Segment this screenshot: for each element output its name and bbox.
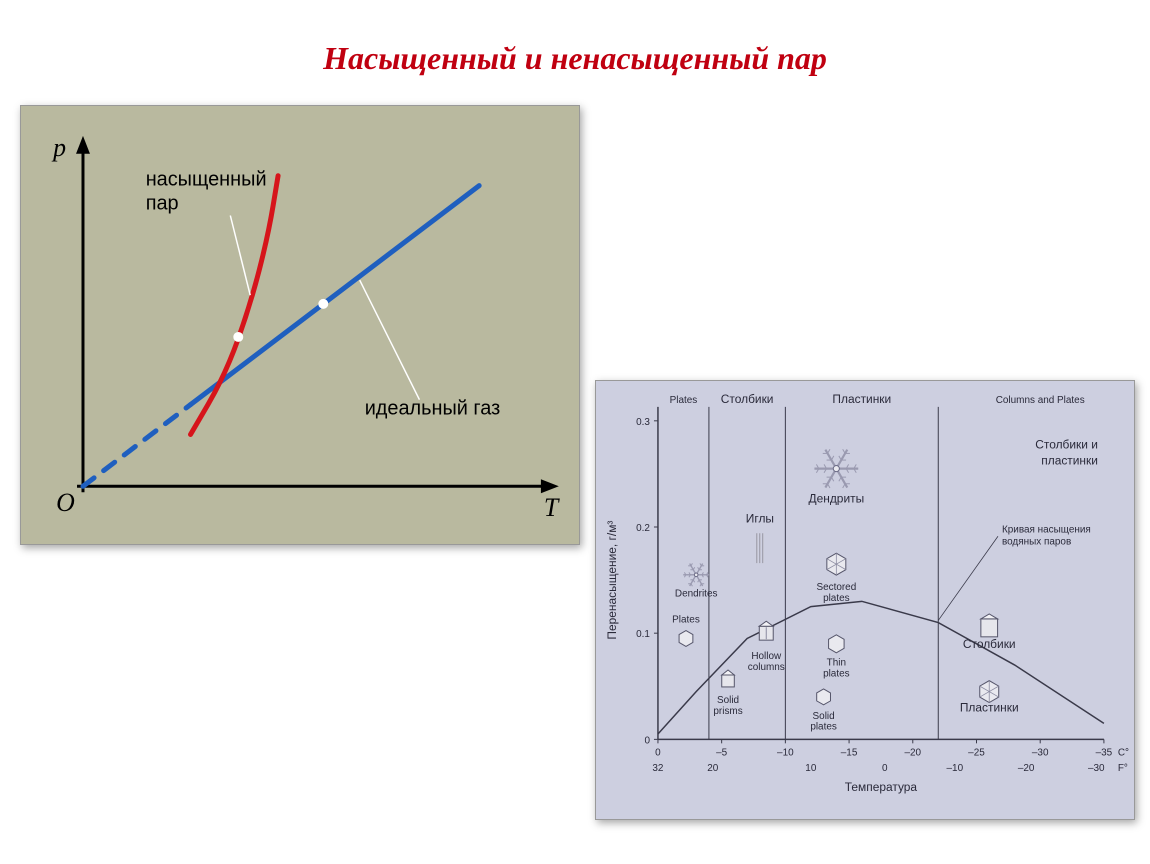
crystal-label: Dendrites xyxy=(675,589,718,600)
crystal-label: Hollow xyxy=(751,651,782,662)
x-tick-f: 32 xyxy=(652,763,664,774)
y-tick: 0.3 xyxy=(636,417,650,428)
x-tick-f: –30 xyxy=(1088,763,1105,774)
x-tick-c: –30 xyxy=(1032,747,1049,758)
ideal_gas-label: идеальный газ xyxy=(365,398,501,420)
saturated_vapor-label: пар xyxy=(146,193,179,215)
crystal-sectplate: Sectoredplates xyxy=(816,553,856,604)
region-label: Columns and Plates xyxy=(996,395,1085,406)
side-label: Столбики и xyxy=(1035,438,1098,452)
crystal-label: plates xyxy=(823,593,850,604)
origin-label: O xyxy=(56,488,75,517)
x-axis-label: Температура xyxy=(845,780,918,794)
crystal-label: columns xyxy=(748,662,785,673)
crystal-hollowcol: Hollowcolumns xyxy=(748,621,785,673)
crystal-hexprism: Столбики xyxy=(963,614,1016,651)
crystal-label: Пластинки xyxy=(960,700,1019,714)
crystal-hexplate: Thinplates xyxy=(823,635,850,680)
x-tick-c: –20 xyxy=(904,747,921,758)
region-label: Plates xyxy=(670,395,698,406)
ideal-gas-line xyxy=(191,186,480,405)
c-unit: C° xyxy=(1118,747,1129,758)
right-chart-svg: Plates Столбики Пластинки Columns and Plate… xyxy=(596,381,1134,819)
crystal-hexplate: Plates xyxy=(672,615,700,647)
saturated-vapor-marker xyxy=(233,332,243,342)
f-unit: F° xyxy=(1118,763,1128,774)
x-tick-c: –5 xyxy=(716,747,728,758)
x-tick-c: –15 xyxy=(841,747,858,758)
crystal-label: Solid xyxy=(717,695,739,706)
saturated_vapor-label: насыщенный xyxy=(146,169,267,191)
crystal-needles: Иглы xyxy=(746,511,774,563)
crystal-label: Дендриты xyxy=(809,491,865,505)
y-tick: 0.1 xyxy=(636,629,650,640)
page-title: Насыщенный и ненасыщенный пар xyxy=(0,40,1150,77)
ideal-gas-marker xyxy=(318,299,328,309)
y-axis-label: Перенасыщение, г/м³ xyxy=(605,521,619,640)
crystal-sectplate: Пластинки xyxy=(960,681,1019,715)
crystal-label: plates xyxy=(823,669,850,680)
crystal-label: plates xyxy=(810,722,837,733)
left-chart-svg: p T Oнасыщенныйпар идеальный газ xyxy=(21,106,579,544)
crystal-hexplate: Solidplates xyxy=(810,689,837,733)
right-chart-panel: Plates Столбики Пластинки Columns and Plate… xyxy=(595,380,1135,820)
curve-label: Кривая насыщения xyxy=(1002,524,1091,535)
crystal-label: Thin xyxy=(827,658,846,669)
x-axis-label: T xyxy=(544,493,560,522)
side-label: пластинки xyxy=(1041,454,1098,468)
region-label: Столбики xyxy=(721,392,774,406)
x-tick-c: –35 xyxy=(1096,747,1113,758)
left-chart-panel: p T Oнасыщенныйпар идеальный газ xyxy=(20,105,580,545)
crystal-label: Plates xyxy=(672,615,700,626)
crystal-label: prisms xyxy=(713,706,742,717)
curve-label: водяных паров xyxy=(1002,536,1071,547)
x-tick-f: 10 xyxy=(805,763,817,774)
x-tick-c: –10 xyxy=(777,747,794,758)
x-tick-f: 20 xyxy=(707,763,719,774)
crystal-label: Sectored xyxy=(816,582,856,593)
crystal-label: Столбики xyxy=(963,637,1016,651)
x-tick-f: –20 xyxy=(1018,763,1035,774)
x-tick-c: –25 xyxy=(968,747,985,758)
x-tick-f: –10 xyxy=(947,763,964,774)
crystal-label: Solid xyxy=(813,711,835,722)
y-axis-label: p xyxy=(51,133,66,162)
x-tick-f: 0 xyxy=(882,763,888,774)
x-tick-c: 0 xyxy=(655,747,661,758)
y-tick: 0.2 xyxy=(636,523,650,534)
crystal-label: Иглы xyxy=(746,511,774,525)
y-tick: 0 xyxy=(644,735,650,746)
crystal-snowflake: Дендриты xyxy=(809,449,865,505)
crystal-hexprism: Solidprisms xyxy=(713,670,742,717)
crystal-snowflake: Dendrites xyxy=(675,563,718,599)
region-label: Пластинки xyxy=(832,392,891,406)
